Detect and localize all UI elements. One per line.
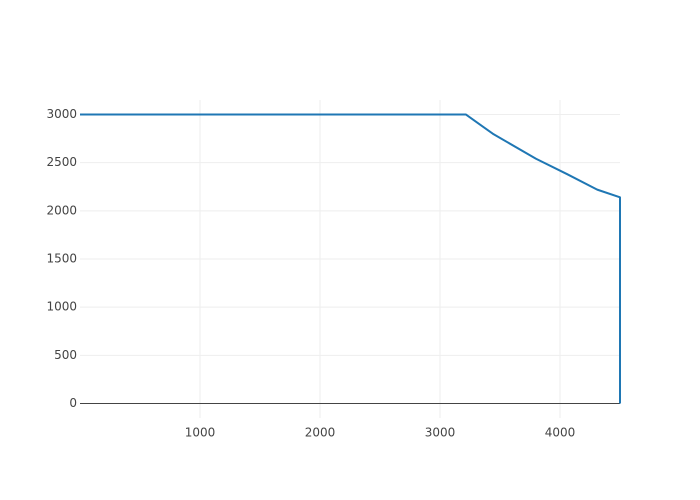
y-tick-label: 1000 <box>46 300 77 314</box>
y-gridlines <box>80 113 620 356</box>
x-tick-label: 1000 <box>185 426 216 440</box>
x-tick-label: 2000 <box>305 426 336 440</box>
y-tick-label: 500 <box>54 348 77 362</box>
series-lines <box>80 113 621 404</box>
y-axis-ticks: 0 500 1000 1500 2000 2500 3000 <box>46 107 77 410</box>
y-tick-label: 2500 <box>46 155 77 169</box>
y-tick-label: 1500 <box>46 252 77 266</box>
x-tick-label: 4000 <box>545 426 576 440</box>
series-line <box>80 113 621 404</box>
y-tick-label: 3000 <box>46 107 77 121</box>
x-axis-ticks: 1000 2000 3000 4000 <box>185 426 576 440</box>
y-tick-label: 2000 <box>46 203 77 217</box>
x-tick-label: 3000 <box>425 426 456 440</box>
y-tick-label: 0 <box>69 396 77 410</box>
